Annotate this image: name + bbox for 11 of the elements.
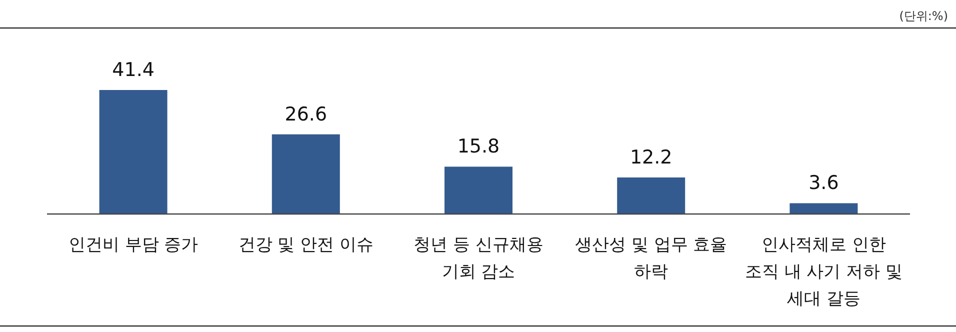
data-label: 41.4 bbox=[112, 59, 154, 81]
data-label: 12.2 bbox=[630, 146, 672, 168]
x-tick-label: 인건비 부담 증가 bbox=[68, 235, 198, 255]
x-tick-label: 생산성 및 업무 효율 하락 bbox=[574, 235, 728, 282]
data-label: 15.8 bbox=[457, 136, 500, 158]
data-label: 3.6 bbox=[808, 172, 839, 194]
x-tick-label: 인사적체로 인한 조직 내 사기 저하 및 세대 갈등 bbox=[744, 235, 903, 309]
x-tick-label: 청년 등 신규채용 기회 감소 bbox=[414, 235, 544, 282]
data-label: 26.6 bbox=[284, 103, 328, 126]
text: (단위:%) bbox=[899, 9, 948, 23]
x-tick-label: 건강 및 안전 이슈 bbox=[238, 235, 374, 255]
